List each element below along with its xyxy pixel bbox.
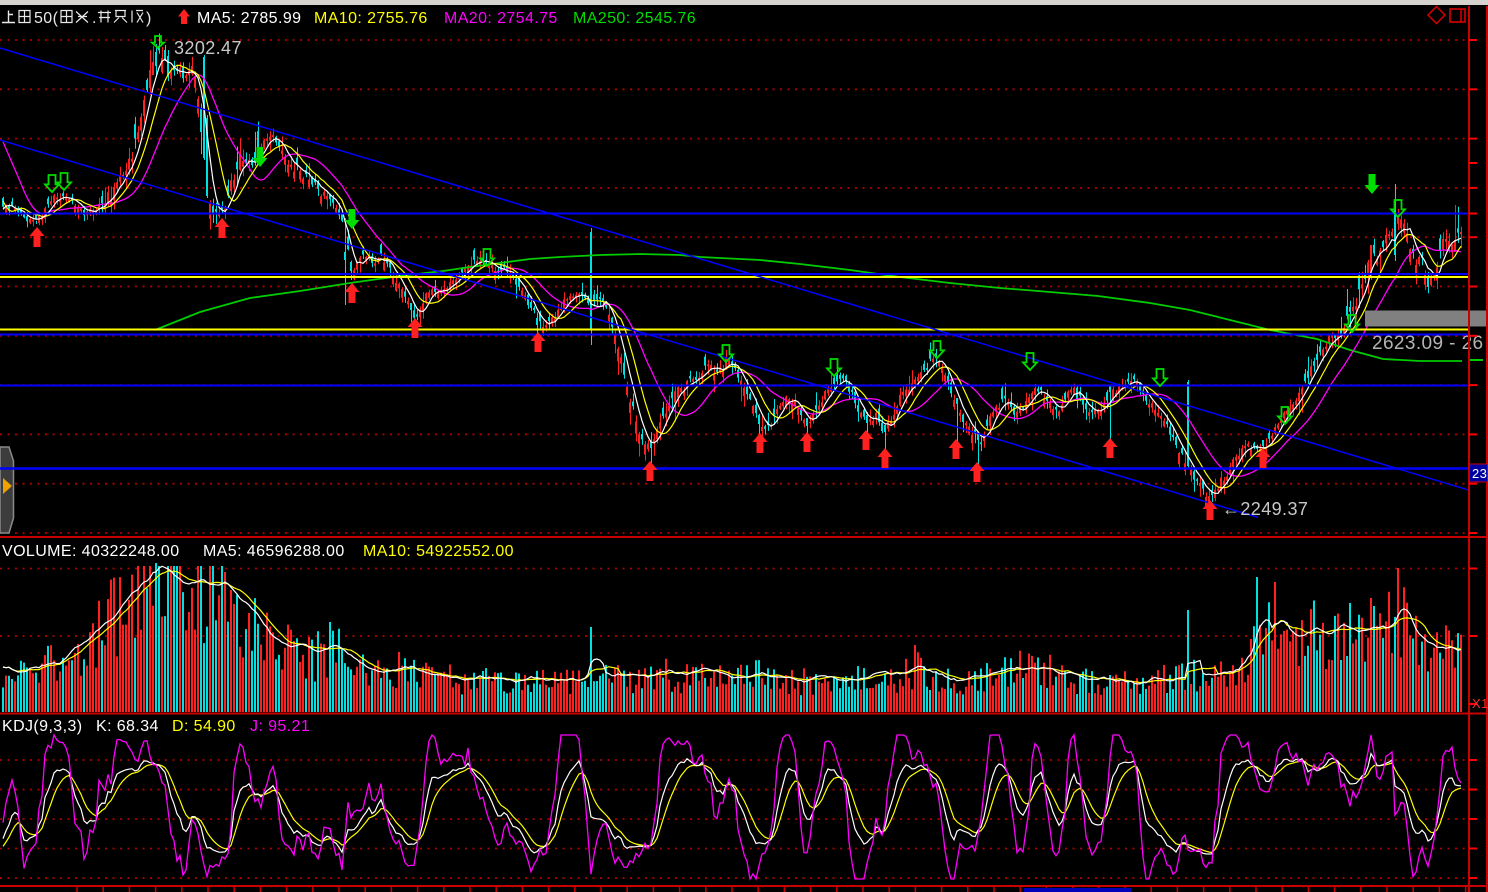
svg-text:VOLUME: 40322248.00: VOLUME: 40322248.00	[2, 543, 180, 560]
svg-text:←2249.37: ←2249.37	[1222, 499, 1308, 519]
svg-text:2623.09 - 26: 2623.09 - 26	[1372, 333, 1484, 354]
svg-text:KDJ(9,3,3): KDJ(9,3,3)	[2, 718, 82, 735]
svg-text:.: .	[92, 10, 97, 27]
svg-text:3202.47: 3202.47	[174, 38, 242, 58]
svg-text:X1: X1	[1472, 696, 1488, 711]
svg-text:MA5: 2785.99: MA5: 2785.99	[197, 10, 301, 27]
svg-text:MA5: 46596288.00: MA5: 46596288.00	[203, 543, 345, 560]
svg-text:J: 95.21: J: 95.21	[250, 718, 310, 735]
svg-text:): )	[146, 10, 152, 27]
svg-text:K: 68.34: K: 68.34	[96, 718, 159, 735]
svg-text:MA20: 2754.75: MA20: 2754.75	[444, 10, 558, 27]
svg-text:D: 54.90: D: 54.90	[172, 718, 236, 735]
svg-text:23: 23	[1472, 466, 1487, 481]
svg-text:50(: 50(	[34, 10, 59, 27]
svg-text:MA10: 2755.76: MA10: 2755.76	[314, 10, 428, 27]
svg-text:MA250: 2545.76: MA250: 2545.76	[573, 10, 696, 27]
svg-text:MA10: 54922552.00: MA10: 54922552.00	[363, 543, 514, 560]
